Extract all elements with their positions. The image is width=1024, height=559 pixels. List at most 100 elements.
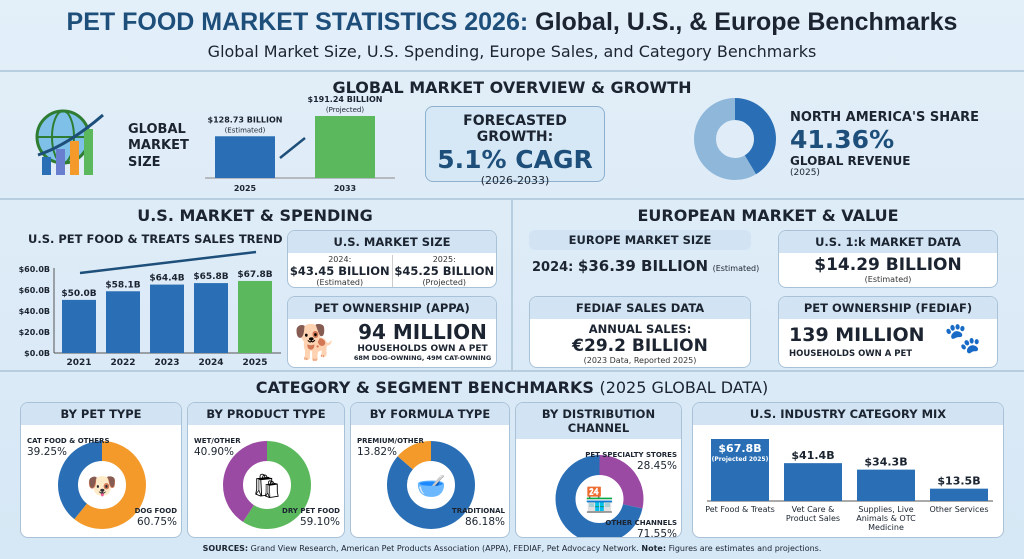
value: €29.2 BILLION xyxy=(572,336,708,356)
bar xyxy=(857,469,915,501)
divider xyxy=(0,370,1024,372)
year-label: 2025: xyxy=(432,255,456,264)
slice-label: PET SPECIALTY STORES xyxy=(585,451,677,459)
bar xyxy=(930,488,988,501)
cagr-period: (2026-2033) xyxy=(480,174,550,187)
bar xyxy=(62,299,96,353)
x-tick-label: Pet Food & Treats xyxy=(705,505,775,514)
title-main: PET FOOD MARKET STATISTICS 2026: xyxy=(66,8,529,36)
bar xyxy=(150,284,184,353)
title-rest: Global, U.S., & Europe Benchmarks xyxy=(535,8,958,36)
slice-label: WET/OTHER xyxy=(194,437,241,445)
note: (Estimated) xyxy=(864,275,912,284)
bar-value-label: $34.3B xyxy=(864,456,907,469)
title-suffix: (2025 GLOBAL DATA) xyxy=(599,378,769,397)
card-title: FEDIAF SALES DATA xyxy=(530,297,750,319)
cagr-value: 5.1% CAGR xyxy=(437,145,593,174)
note: (Projected) xyxy=(422,278,467,287)
card-title: PET OWNERSHIP (FEDIAF) xyxy=(779,297,997,319)
card-title: PET OWNERSHIP (APPA) xyxy=(288,297,496,319)
bar-value-label: $191.24 BILLION xyxy=(308,96,383,104)
bar xyxy=(784,463,842,501)
value: 94 MILLION xyxy=(358,320,487,344)
na-label: NORTH AMERICA'S SHARE xyxy=(790,110,980,125)
slice-value: 39.25% xyxy=(27,446,67,458)
na-value: 41.36% xyxy=(790,125,895,154)
slice-value: 13.82% xyxy=(357,446,397,458)
divider xyxy=(0,70,1024,72)
card-title: U.S. MARKET SIZE xyxy=(288,231,496,253)
store-icon: 🏪 xyxy=(585,486,615,514)
donut-slice xyxy=(694,98,776,180)
formula-type-card: BY FORMULA TYPE 🥣 TRADITIONAL 86.18% PREMIUM… xyxy=(350,402,510,538)
cagr-label: FORECASTED GROWTH: xyxy=(463,113,567,145)
card-title: BY DISTRIBUTION CHANNEL xyxy=(516,403,681,439)
x-tick-label: 2022 xyxy=(110,358,135,368)
europe-market-size: 2024: $36.39 BILLION (Estimated) xyxy=(532,257,759,275)
card-title: BY PET TYPE xyxy=(21,403,181,425)
value: 139 MILLION xyxy=(789,324,925,346)
x-tick-label: 2025 xyxy=(234,184,257,193)
bar-value-label: $67.8B xyxy=(718,442,761,455)
dog-face-icon: 🐶 xyxy=(87,472,117,500)
slice-label: DRY PET FOOD xyxy=(282,507,340,515)
y-tick-label: $0.0B xyxy=(24,349,50,358)
trend-arrow xyxy=(79,250,257,275)
value: $36.39 BILLION xyxy=(577,257,709,275)
caption: HOUSEHOLDS OWN A PET xyxy=(357,344,488,354)
bar xyxy=(238,280,272,353)
europe-section-title: EUROPEAN MARKET & VALUE xyxy=(637,206,899,225)
bar-note: (Projected) xyxy=(326,106,364,114)
bar-value-label: $41.4B xyxy=(791,449,834,462)
pets-group-icon: 🐾 xyxy=(944,321,982,356)
us-category-mix-card: U.S. INDUSTRY CATEGORY MIX $67.8B (Projec… xyxy=(692,402,1004,538)
product-type-card: BY PRODUCT TYPE 🛍 DRY PET FOOD 59.10% WET/OT… xyxy=(187,402,345,538)
slice-label: DOG FOOD xyxy=(135,507,178,515)
bar-value-label: $64.4B xyxy=(149,274,184,284)
y-tick-label: $60.0B xyxy=(19,286,50,295)
divider xyxy=(511,198,513,370)
bar-value-label: $50.0B xyxy=(61,289,96,299)
card-title: U.S. 1:k MARKET DATA xyxy=(779,231,997,253)
fediaf-ownership-card: PET OWNERSHIP (FEDIAF) 139 MILLION HOUSE… xyxy=(778,296,998,368)
donut-slice xyxy=(223,441,311,529)
note: (2023 Data, Reported 2025) xyxy=(583,356,697,365)
note: (Estimated) xyxy=(316,278,364,287)
global-market-bar-chart: $128.73 BILLION (Estimated) 2025 $191.24 BI… xyxy=(205,96,395,193)
slice-value: 59.10% xyxy=(300,516,340,528)
donut-slice xyxy=(555,455,644,537)
caption: HOUSEHOLDS OWN A PET xyxy=(789,349,913,359)
category-section-title: CATEGORY & SEGMENT BENCHMARKS (2025 GLOB… xyxy=(0,378,1024,397)
slice-value: 40.90% xyxy=(194,446,234,458)
na-caption: GLOBAL REVENUE xyxy=(790,154,911,168)
year-label: 2024: xyxy=(328,255,352,264)
food-bag-icon: 🛍 xyxy=(252,472,282,500)
bar-value-label: $67.8B xyxy=(237,270,272,280)
bar-value-label: $128.73 BILLION xyxy=(208,115,283,124)
note: (Estimated) xyxy=(712,264,760,273)
note-text: Figures are estimates and projections. xyxy=(668,544,822,553)
x-tick-label: 2023 xyxy=(154,358,179,368)
bar xyxy=(106,291,140,353)
detail: 68M DOG-OWNING, 49M CAT-OWNING xyxy=(353,354,492,362)
donut-slice xyxy=(387,441,475,529)
slice-value: 60.75% xyxy=(137,516,177,528)
page-title: PET FOOD MARKET STATISTICS 2026: Global,… xyxy=(0,8,1024,37)
bar xyxy=(711,439,769,501)
value: $43.45 BILLION xyxy=(289,264,390,278)
bar-note: (Estimated) xyxy=(225,126,266,134)
bar-value-label: $65.8B xyxy=(193,272,228,282)
na-share-block: NORTH AMERICA'S SHARE 41.36% GLOBAL REVE… xyxy=(790,110,979,178)
slice-value: 28.45% xyxy=(637,460,677,472)
global-market-size-label: GLOBAL MARKET SIZE xyxy=(128,122,189,170)
bar-value-label: $13.5B xyxy=(937,475,980,488)
bar-note: (Projected 2025) xyxy=(712,456,769,463)
trend-arrow xyxy=(279,137,306,159)
us-sales-trend-chart: $0.0B $20.0B $40.0B $60.0B $60.0B $50.0B 2021 $… xyxy=(19,250,281,368)
bar xyxy=(194,283,228,353)
x-tick-label: 2033 xyxy=(334,184,356,193)
